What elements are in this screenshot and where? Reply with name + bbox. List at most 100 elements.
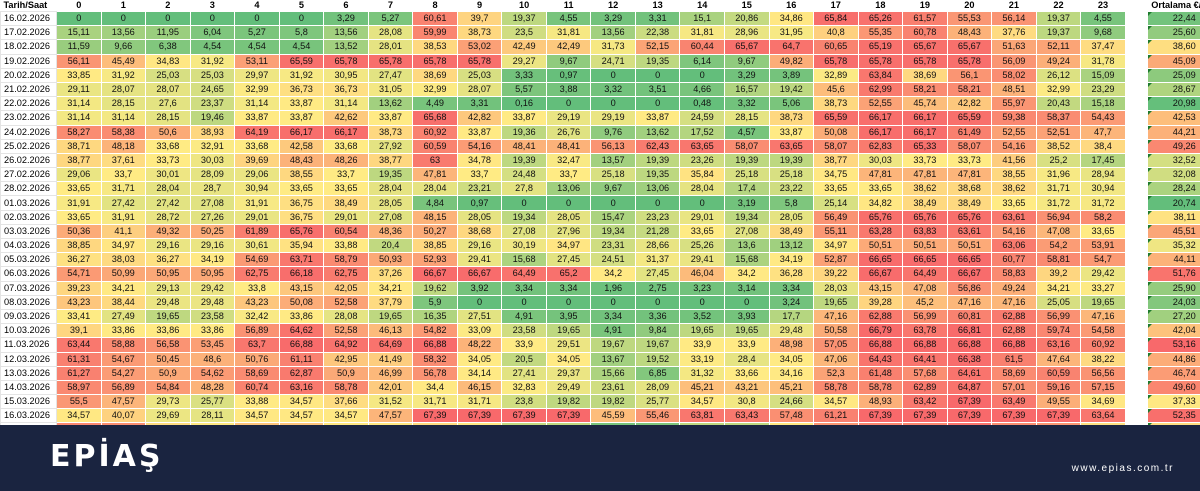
- date-cell[interactable]: 04.03.2026: [0, 237, 57, 254]
- price-cell[interactable]: 65,67: [723, 39, 770, 55]
- price-cell[interactable]: 25,2: [1035, 152, 1082, 169]
- price-cell[interactable]: 3,51: [634, 81, 681, 98]
- price-cell[interactable]: 3,89: [768, 67, 815, 83]
- price-cell[interactable]: 31,52: [367, 394, 414, 410]
- price-cell[interactable]: 38,53: [412, 39, 458, 55]
- price-cell[interactable]: 47,08: [1035, 223, 1082, 240]
- price-cell[interactable]: 58,88: [100, 337, 147, 353]
- price-cell[interactable]: 33,87: [768, 124, 815, 140]
- price-cell[interactable]: 66,67: [412, 266, 458, 282]
- price-cell[interactable]: 19,39: [501, 152, 547, 169]
- price-cell[interactable]: 33,65: [679, 223, 725, 240]
- price-cell[interactable]: 25,26: [679, 237, 725, 254]
- price-cell[interactable]: 34,57: [679, 394, 725, 410]
- price-cell[interactable]: 50,9: [323, 365, 369, 381]
- price-cell[interactable]: 41,49: [367, 351, 414, 367]
- price-cell[interactable]: 39,7: [456, 10, 503, 27]
- price-cell[interactable]: 33,87: [501, 110, 547, 126]
- price-cell[interactable]: 58,38: [100, 124, 147, 140]
- price-cell[interactable]: 33,86: [100, 323, 147, 339]
- price-cell[interactable]: 34,97: [545, 237, 592, 254]
- price-cell[interactable]: 33,86: [189, 323, 236, 339]
- price-cell[interactable]: 54,69: [234, 252, 280, 268]
- price-cell[interactable]: 47,16: [991, 294, 1037, 310]
- price-cell[interactable]: 63,43: [723, 408, 770, 424]
- price-cell[interactable]: 25,18: [590, 167, 636, 183]
- price-cell[interactable]: 64,61: [946, 365, 993, 381]
- price-cell[interactable]: 16,57: [723, 81, 770, 98]
- price-cell[interactable]: 34,57: [813, 394, 859, 410]
- price-cell[interactable]: 39,69: [234, 152, 280, 169]
- price-cell[interactable]: 37,79: [367, 294, 414, 310]
- price-cell[interactable]: 27,08: [367, 209, 414, 225]
- price-cell[interactable]: 33,88: [323, 237, 369, 254]
- price-cell[interactable]: 40,8: [813, 25, 859, 41]
- price-cell[interactable]: 33,7: [456, 167, 503, 183]
- date-cell[interactable]: 18.02.2026: [0, 39, 57, 55]
- price-cell[interactable]: 25,18: [768, 167, 815, 183]
- price-cell[interactable]: 38,85: [56, 237, 102, 254]
- price-cell[interactable]: 28,7: [189, 181, 236, 197]
- average-cell[interactable]: 25,90: [1146, 280, 1200, 296]
- price-cell[interactable]: 66,88: [412, 337, 458, 353]
- price-cell[interactable]: 60,65: [813, 39, 859, 55]
- price-cell[interactable]: 65,33: [902, 138, 948, 154]
- price-cell[interactable]: 56,49: [813, 209, 859, 225]
- price-cell[interactable]: 29,37: [545, 365, 592, 381]
- price-cell[interactable]: 29,41: [456, 252, 503, 268]
- price-cell[interactable]: 30,8: [723, 394, 770, 410]
- price-cell[interactable]: 59,99: [412, 25, 458, 41]
- price-cell[interactable]: 28,4: [723, 351, 770, 367]
- hour-header-17[interactable]: 17: [813, 0, 859, 12]
- price-cell[interactable]: 65,19: [857, 39, 904, 55]
- date-cell[interactable]: 01.03.2026: [0, 195, 57, 211]
- price-cell[interactable]: 32,42: [234, 308, 280, 325]
- price-cell[interactable]: 29,41: [679, 252, 725, 268]
- price-cell[interactable]: 58,78: [857, 379, 904, 396]
- price-cell[interactable]: 61,21: [813, 408, 859, 424]
- price-cell[interactable]: 65,78: [412, 53, 458, 69]
- price-cell[interactable]: 17,52: [679, 124, 725, 140]
- price-cell[interactable]: 49,32: [145, 223, 191, 240]
- price-cell[interactable]: 19,39: [768, 152, 815, 169]
- price-cell[interactable]: 32,99: [1035, 81, 1082, 98]
- price-cell[interactable]: 11,59: [56, 39, 102, 55]
- price-cell[interactable]: 65,78: [857, 53, 904, 69]
- price-cell[interactable]: 31,14: [323, 96, 369, 112]
- price-cell[interactable]: 33,65: [323, 181, 369, 197]
- price-cell[interactable]: 58,07: [723, 138, 770, 154]
- price-cell[interactable]: 50,08: [813, 124, 859, 140]
- price-cell[interactable]: 0: [501, 294, 547, 310]
- price-cell[interactable]: 63,65: [679, 138, 725, 154]
- price-cell[interactable]: 20,4: [367, 237, 414, 254]
- price-cell[interactable]: 63,81: [679, 408, 725, 424]
- price-cell[interactable]: 63,61: [991, 209, 1037, 225]
- price-cell[interactable]: 33,68: [145, 138, 191, 154]
- price-cell[interactable]: 31,81: [679, 25, 725, 41]
- price-cell[interactable]: 0: [100, 10, 147, 27]
- date-cell[interactable]: 11.03.2026: [0, 337, 57, 353]
- price-cell[interactable]: 45,49: [100, 53, 147, 69]
- price-cell[interactable]: 4,54: [278, 39, 325, 55]
- price-cell[interactable]: 63,61: [946, 223, 993, 240]
- average-cell[interactable]: 37,33: [1146, 394, 1200, 410]
- price-cell[interactable]: 25,77: [189, 394, 236, 410]
- date-cell[interactable]: 03.03.2026: [0, 223, 57, 240]
- hour-header-8[interactable]: 8: [412, 0, 458, 12]
- price-cell[interactable]: 31,91: [56, 195, 102, 211]
- price-cell[interactable]: 49,24: [991, 280, 1037, 296]
- price-cell[interactable]: 33,65: [991, 195, 1037, 211]
- price-cell[interactable]: 67,39: [412, 408, 458, 424]
- price-cell[interactable]: 19,65: [367, 308, 414, 325]
- price-cell[interactable]: 27,26: [189, 209, 236, 225]
- price-cell[interactable]: 23,26: [679, 152, 725, 169]
- price-cell[interactable]: 65,76: [857, 209, 904, 225]
- price-cell[interactable]: 19,37: [1035, 25, 1082, 41]
- price-cell[interactable]: 29,19: [590, 110, 636, 126]
- price-cell[interactable]: 15,66: [590, 365, 636, 381]
- price-cell[interactable]: 61,48: [857, 365, 904, 381]
- price-cell[interactable]: 30,94: [1080, 181, 1126, 197]
- price-cell[interactable]: 0: [590, 294, 636, 310]
- hour-header-7[interactable]: 7: [368, 0, 413, 12]
- price-cell[interactable]: 36,75: [278, 209, 325, 225]
